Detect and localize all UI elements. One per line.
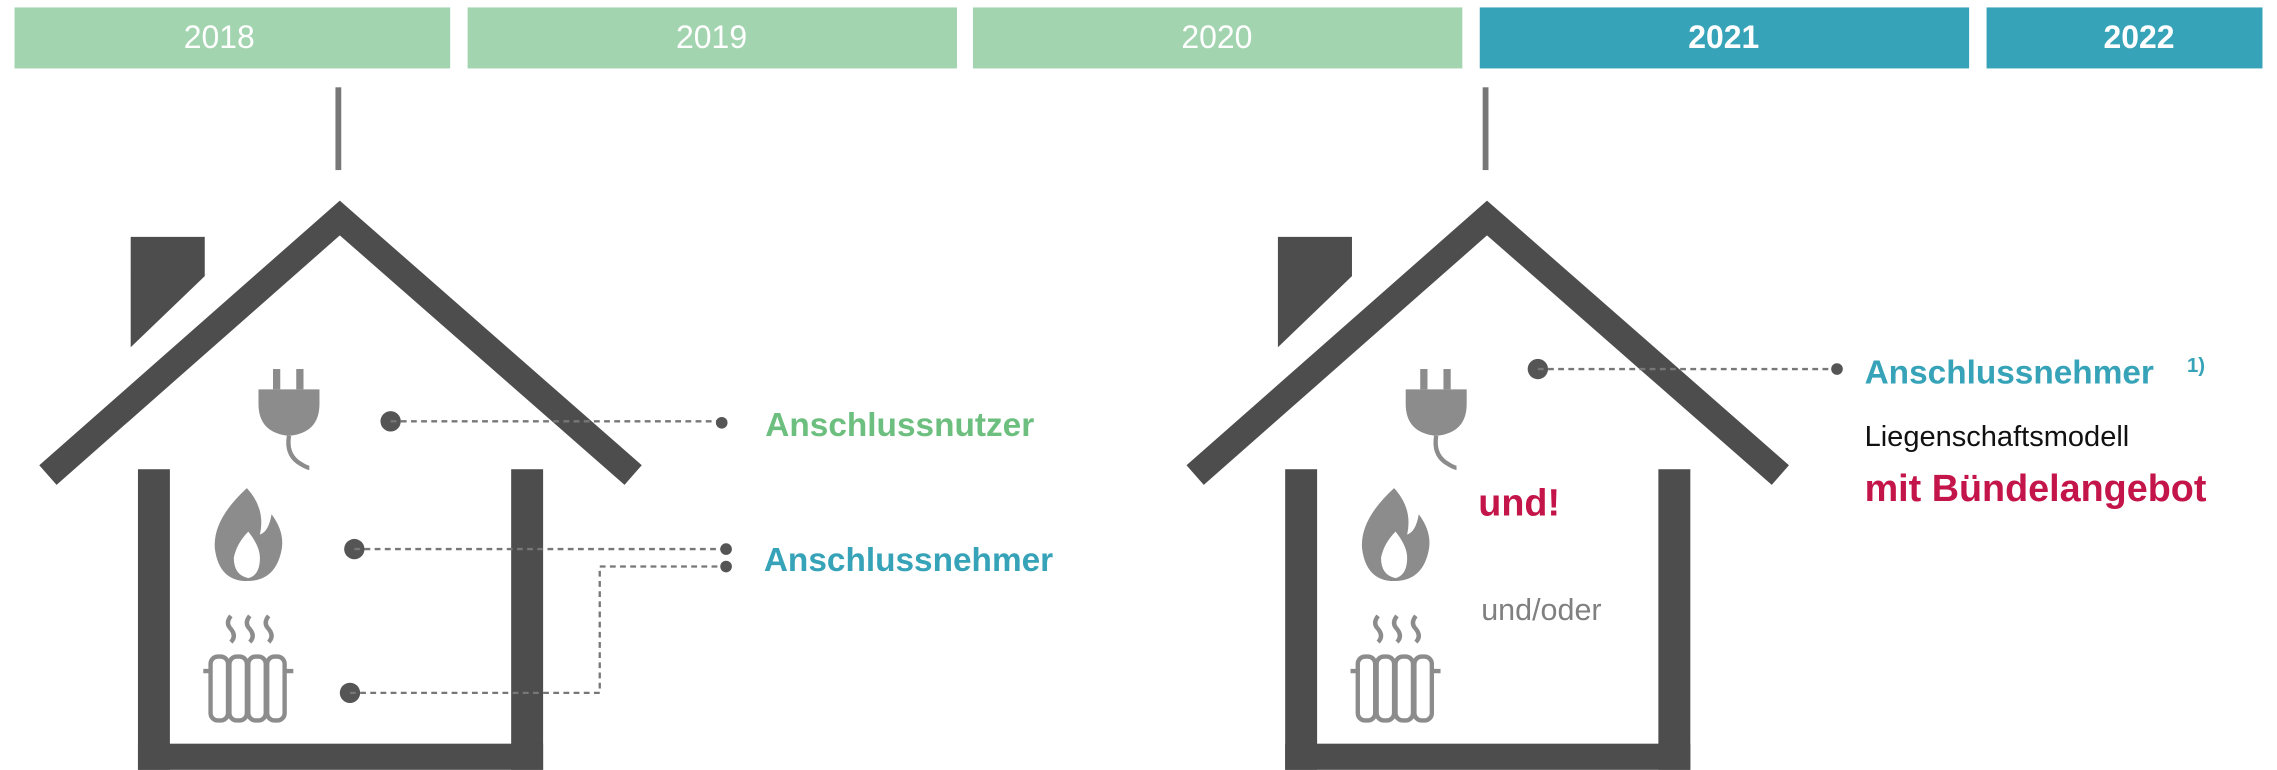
year-label: 2021	[1688, 19, 1759, 55]
year-label: 2020	[1181, 19, 1252, 55]
plug-icon	[258, 369, 319, 468]
wall	[138, 469, 170, 770]
footnote: 1)	[2187, 355, 2205, 377]
flame-icon	[215, 488, 283, 581]
floor	[138, 744, 543, 770]
label: und/oder	[1481, 593, 1601, 627]
marker-line	[335, 87, 341, 170]
label: und!	[1478, 482, 1560, 524]
year-label: 2022	[2104, 19, 2175, 55]
timeline: 2018 2019 2020 2021 2022	[15, 7, 2263, 68]
label: Anschlussnutzer	[765, 407, 1034, 444]
wall	[511, 469, 543, 770]
diagram: 2018 2019 2020 2021 2022	[0, 0, 2277, 770]
year-label: 2019	[676, 19, 747, 55]
house-2021	[1195, 87, 1780, 770]
label: Anschlussnehmer	[764, 542, 1053, 579]
house	[48, 87, 633, 770]
label: mit Bündelangebot	[1865, 467, 2207, 509]
label: Anschlussnehmer	[1865, 355, 2154, 392]
label: Liegenschaftsmodell	[1865, 421, 2130, 453]
year-label: 2018	[184, 19, 255, 55]
radiator-icon	[203, 616, 293, 721]
